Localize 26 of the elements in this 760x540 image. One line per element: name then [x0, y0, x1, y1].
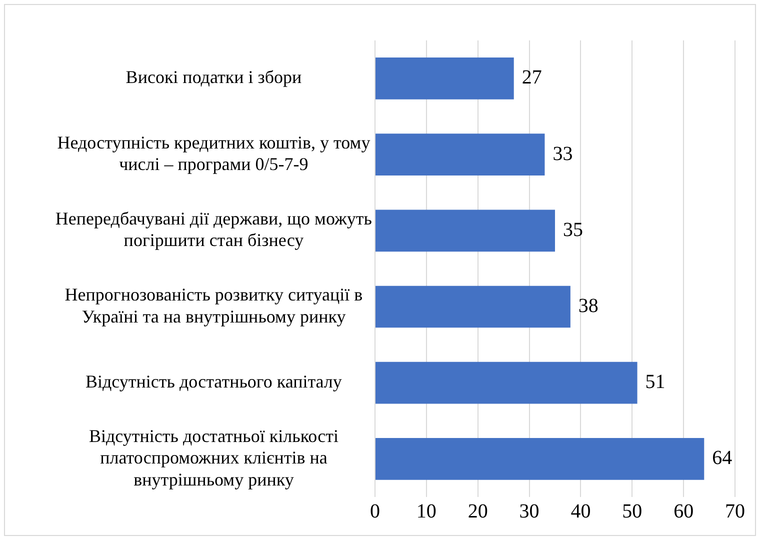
data-label: 64: [712, 447, 732, 470]
x-tick-label: 0: [370, 500, 380, 522]
y-tick-label: Непередбачувані дії держави, що можуть погіршити стан бізнесу: [55, 208, 372, 250]
data-label: 33: [552, 142, 573, 165]
y-tick-label: Недоступність кредитних коштів, у тому числі – програми 0/5-7-9: [57, 132, 370, 174]
data-label: 51: [645, 371, 666, 394]
bar: [376, 210, 555, 252]
data-label: 27: [522, 66, 542, 89]
bar: [376, 58, 514, 100]
y-tick-label: Непрогнозованість розвитку ситуації в Україні та на внутрішньому ринку: [64, 284, 363, 326]
y-tick-label: Високі податки і збори: [126, 67, 302, 88]
y-tick-label: Відсутність достатньої кількості платоспроможних клієнтів на внутрішньому ринку: [88, 426, 338, 490]
x-tick-label: 60: [674, 500, 694, 522]
y-tick-label: Відсутність достатнього капіталу: [86, 372, 342, 392]
data-label: 35: [563, 218, 583, 241]
x-tick-label: 20: [468, 500, 488, 522]
x-tick-label: 40: [570, 500, 591, 522]
x-tick-label: 70: [725, 500, 745, 522]
data-label: 38: [578, 295, 598, 317]
x-tick-label: 10: [416, 500, 436, 522]
bar: [376, 438, 704, 480]
bar: [376, 286, 570, 328]
x-tick-label: 30: [519, 500, 540, 522]
bar: [376, 134, 545, 176]
bar: [376, 362, 638, 404]
x-tick-label: 50: [622, 500, 642, 522]
